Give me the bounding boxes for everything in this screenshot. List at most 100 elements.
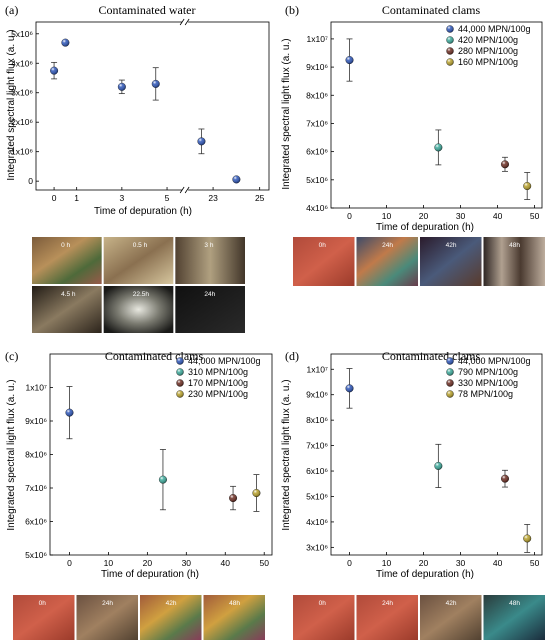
axis-break-mark-bottom [179, 186, 190, 194]
data-point-shine [434, 462, 443, 470]
x-tick-label: 0 [67, 558, 72, 568]
y-tick-label: 0 [28, 176, 33, 186]
y-tick-label: 7x10⁶ [306, 441, 328, 451]
legend-entry: 170 MPN/100g [188, 378, 248, 388]
micrograph-border [482, 594, 546, 641]
y-tick-label: 8x10⁶ [25, 450, 47, 460]
x-tick-label: 1 [74, 193, 79, 203]
micrograph-label: 3 h [204, 242, 213, 249]
micrograph-border [31, 285, 103, 334]
legend-marker-shine [446, 25, 454, 33]
legend-entry: 330 MPN/100g [458, 378, 518, 388]
legend-marker-shine [176, 368, 184, 376]
micrograph-border [102, 236, 175, 285]
legend-entry: 44,000 MPN/100g [458, 24, 531, 34]
data-point-shine [252, 489, 261, 497]
micrograph-label: 22.5h [133, 291, 150, 298]
micrograph-border [139, 594, 203, 641]
legend-entry: 44,000 MPN/100g [188, 356, 261, 366]
micrograph-image [356, 594, 419, 641]
x-tick-label: 30 [182, 558, 192, 568]
data-point-shine [65, 408, 74, 417]
micrograph-label: 0.5 h [133, 242, 148, 249]
micrograph-label: 24h [382, 242, 393, 249]
x-tick-label: 10 [382, 211, 392, 221]
y-tick-label: 7x10⁶ [25, 483, 47, 493]
micrograph-border [482, 236, 546, 287]
y-tick-label: 6x10⁶ [25, 517, 47, 527]
legend-marker-shine [446, 390, 454, 398]
legend-entry: 420 MPN/100g [458, 35, 518, 45]
data-point-shine [61, 38, 70, 47]
data-point-shine [345, 56, 354, 64]
micrograph-label: 42h [446, 600, 457, 607]
micrograph-border [75, 594, 139, 641]
micrograph-border [174, 285, 246, 334]
legend-entry: 230 MPN/100g [188, 389, 248, 399]
y-tick-label: 3x10⁶ [11, 88, 33, 98]
y-tick-label: 5x10⁶ [306, 175, 328, 185]
x-tick-label: 50 [530, 558, 540, 568]
legend-marker-shine [446, 47, 454, 55]
legend-entry: 78 MPN/100g [458, 389, 513, 399]
chart-title: Contaminated water [99, 3, 196, 17]
y-tick-label: 4x10⁶ [306, 203, 328, 213]
micrograph-label: 4.5 h [61, 291, 76, 298]
micrograph-label: 0h [319, 242, 327, 249]
legend-marker-shine [446, 58, 454, 66]
panel-label: (d) [285, 349, 299, 363]
x-axis-title: Time of depuration (h) [94, 206, 192, 217]
micrograph-label: 24h [382, 600, 393, 607]
micrograph-image [103, 236, 174, 285]
micrograph-image [139, 594, 202, 641]
data-point-shine [434, 143, 443, 152]
x-tick-label: 40 [493, 558, 503, 568]
micrograph-image [292, 236, 355, 287]
x-tick-label: 40 [493, 211, 503, 221]
x-tick-label: 5 [165, 193, 170, 203]
y-tick-label: 8x10⁶ [306, 415, 328, 425]
panel-label: (a) [5, 3, 18, 17]
micrograph-border [355, 594, 419, 641]
x-axis-title: Time of depuration (h) [101, 569, 199, 580]
legend-marker-shine [446, 357, 454, 365]
micrograph-image [419, 594, 482, 641]
data-point-shine [501, 474, 509, 483]
micrograph-border [292, 594, 356, 641]
micrograph-label: 42h [446, 242, 457, 249]
y-tick-label: 2x10⁶ [11, 117, 33, 127]
data-point-shine [232, 175, 241, 184]
micrograph-label: 0 h [61, 242, 70, 249]
x-tick-label: 40 [221, 558, 231, 568]
chart-panel-a: (a) Contaminated water Time of depuration … [5, 3, 270, 334]
data-point-shine [523, 182, 531, 190]
legend-marker-shine [176, 357, 184, 365]
legend-marker-shine [176, 390, 184, 398]
y-tick-label: 1x10⁷ [306, 34, 328, 44]
legend-entry: 310 MPN/100g [188, 367, 248, 377]
micrograph-label: 48h [229, 600, 240, 607]
legend-entry: 280 MPN/100g [458, 46, 518, 56]
y-axis-title: Integrated spectral light flux (a. u.) [281, 38, 292, 189]
y-tick-label: 8x10⁶ [306, 90, 328, 100]
data-point-shine [118, 83, 126, 91]
micrograph-label: 48h [509, 242, 520, 249]
y-axis-title: Integrated spectral light flux (a. u.) [281, 379, 292, 530]
x-tick-label: 50 [259, 558, 269, 568]
y-tick-label: 7x10⁶ [306, 118, 328, 128]
x-tick-label: 20 [143, 558, 153, 568]
y-tick-label: 9x10⁶ [306, 390, 328, 400]
y-tick-label: 3x10⁶ [306, 542, 328, 552]
y-tick-label: 5x10⁶ [25, 550, 47, 560]
micrograph-image [12, 594, 75, 641]
micrograph-label: 24h [102, 600, 113, 607]
micrograph-label: 48h [509, 600, 520, 607]
x-tick-label: 23 [208, 193, 218, 203]
micrograph-image [292, 594, 355, 641]
micrograph-border [202, 594, 266, 641]
micrograph-border [12, 594, 76, 641]
y-tick-label: 5x10⁶ [306, 491, 328, 501]
legend-marker-shine [446, 36, 454, 44]
micrograph-label: 24h [204, 291, 215, 298]
